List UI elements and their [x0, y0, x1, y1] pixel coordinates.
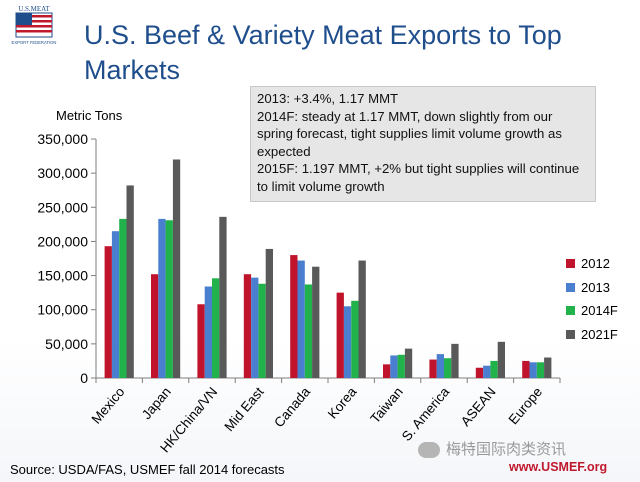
bar-2021f-hk-china-vn	[219, 216, 227, 378]
bar-2013-taiwan	[390, 355, 398, 378]
x-category-label: Korea	[325, 384, 360, 422]
bar-2014f-europe	[536, 362, 545, 378]
legend-item-2012: 2012	[566, 252, 618, 276]
bar-2014f-asean	[490, 360, 498, 378]
bar-2012-mid-east	[243, 274, 252, 378]
logo-text-bottom: EXPORT FEDERATION	[12, 40, 57, 45]
bar-2014f-korea	[351, 300, 359, 378]
bar-2012-asean	[475, 367, 484, 378]
bar-2012-taiwan	[383, 364, 391, 378]
bar-2013-japan	[158, 218, 166, 378]
bar-2021f-mexico	[126, 185, 134, 378]
y-axis-label: Metric Tons	[56, 108, 123, 123]
x-category-label: Taiwan	[367, 384, 406, 426]
bar-2012-hk-china-vn	[197, 304, 205, 378]
legend-swatch-2021f	[566, 329, 575, 339]
legend-label-2021f: 2021F	[581, 326, 618, 342]
y-tick-label: 0	[80, 370, 88, 386]
bar-2021f-mid-east	[265, 248, 273, 378]
bar-2021f-europe	[544, 357, 552, 378]
bar-2013-canada	[297, 260, 305, 378]
usmef-logo: U.S.MEAT EXPORT FEDERATION	[12, 5, 57, 45]
y-tick-label: 350,000	[37, 131, 88, 147]
bar-2014f-mid-east	[258, 283, 266, 378]
wechat-icon	[418, 441, 440, 458]
y-tick-label: 300,000	[37, 165, 88, 181]
legend-item-2013: 2013	[566, 276, 618, 300]
bar-2012-s-america	[429, 359, 437, 378]
note-line-2014f: 2014F: steady at 1.17 MMT, down slightly…	[257, 108, 562, 159]
x-category-label: S. America	[399, 384, 453, 444]
slide-title: U.S. Beef & Variety Meat Exports to Top …	[84, 20, 562, 85]
bar-2021f-canada	[312, 266, 320, 378]
bar-2012-japan	[151, 274, 159, 378]
watermark-text: 梅特国际肉类资讯	[446, 440, 567, 458]
bar-2021f-korea	[358, 260, 366, 378]
logo-text-top: U.S.MEAT	[18, 5, 50, 13]
bar-2012-korea	[336, 292, 344, 378]
bar-2013-mexico	[111, 231, 120, 378]
bar-2013-hk-china-vn	[204, 286, 212, 378]
bar-2013-mid-east	[251, 277, 259, 378]
y-tick-label: 200,000	[37, 233, 88, 249]
legend-label-2013: 2013	[581, 279, 610, 295]
bar-2013-s-america	[436, 354, 444, 378]
bar-2014f-canada	[304, 284, 313, 378]
website-link[interactable]: www.USMEF.org	[509, 460, 608, 474]
bar-2014f-taiwan	[397, 354, 405, 378]
bar-2013-asean	[483, 365, 491, 378]
bar-2013-europe	[529, 362, 537, 378]
bar-2014f-hk-china-vn	[212, 278, 220, 378]
bar-2014f-japan	[165, 220, 173, 378]
source-note: Source: USDA/FAS, USMEF fall 2014 foreca…	[10, 462, 285, 477]
legend-item-2014f: 2014F	[566, 299, 618, 323]
y-tick-label: 250,000	[37, 199, 88, 215]
note-line-2015f: 2015F: 1.197 MMT, +2% but tight supplies…	[257, 161, 580, 194]
x-category-label: Mexico	[89, 384, 128, 426]
legend-label-2012: 2012	[581, 256, 610, 272]
y-tick-label: 50,000	[45, 336, 88, 352]
legend-label-2014f: 2014F	[581, 303, 618, 319]
x-category-label: Europe	[506, 384, 545, 427]
x-category-label: Canada	[271, 384, 313, 430]
legend-swatch-2014f	[566, 306, 575, 316]
chart-legend: 2012 2013 2014F 2021F	[566, 252, 618, 346]
legend-swatch-2012	[566, 259, 575, 269]
note-line-2013: 2013: +3.4%, 1.17 MMT	[257, 91, 399, 106]
bar-2012-europe	[522, 360, 530, 378]
bar-2021f-taiwan	[404, 348, 413, 378]
bar-2014f-mexico	[119, 218, 127, 378]
bar-2021f-asean	[497, 341, 505, 378]
forecast-note-box: 2013: +3.4%, 1.17 MMT 2014F: steady at 1…	[250, 86, 596, 202]
bar-2014f-s-america	[444, 358, 452, 378]
bar-2013-korea	[343, 306, 352, 378]
y-tick-label: 100,000	[37, 302, 88, 318]
x-category-label: Mid East	[221, 384, 266, 434]
wechat-watermark: 梅特国际肉类资讯	[418, 438, 566, 459]
bar-2021f-japan	[172, 159, 181, 378]
legend-swatch-2013	[566, 282, 575, 292]
x-category-label: ASEAN	[458, 384, 499, 429]
y-tick-label: 150,000	[37, 268, 88, 284]
bar-2012-mexico	[104, 246, 112, 378]
bar-2012-canada	[290, 255, 298, 378]
legend-item-2021f: 2021F	[566, 323, 618, 347]
bar-2021f-s-america	[451, 343, 459, 378]
x-category-label: Japan	[139, 384, 174, 422]
